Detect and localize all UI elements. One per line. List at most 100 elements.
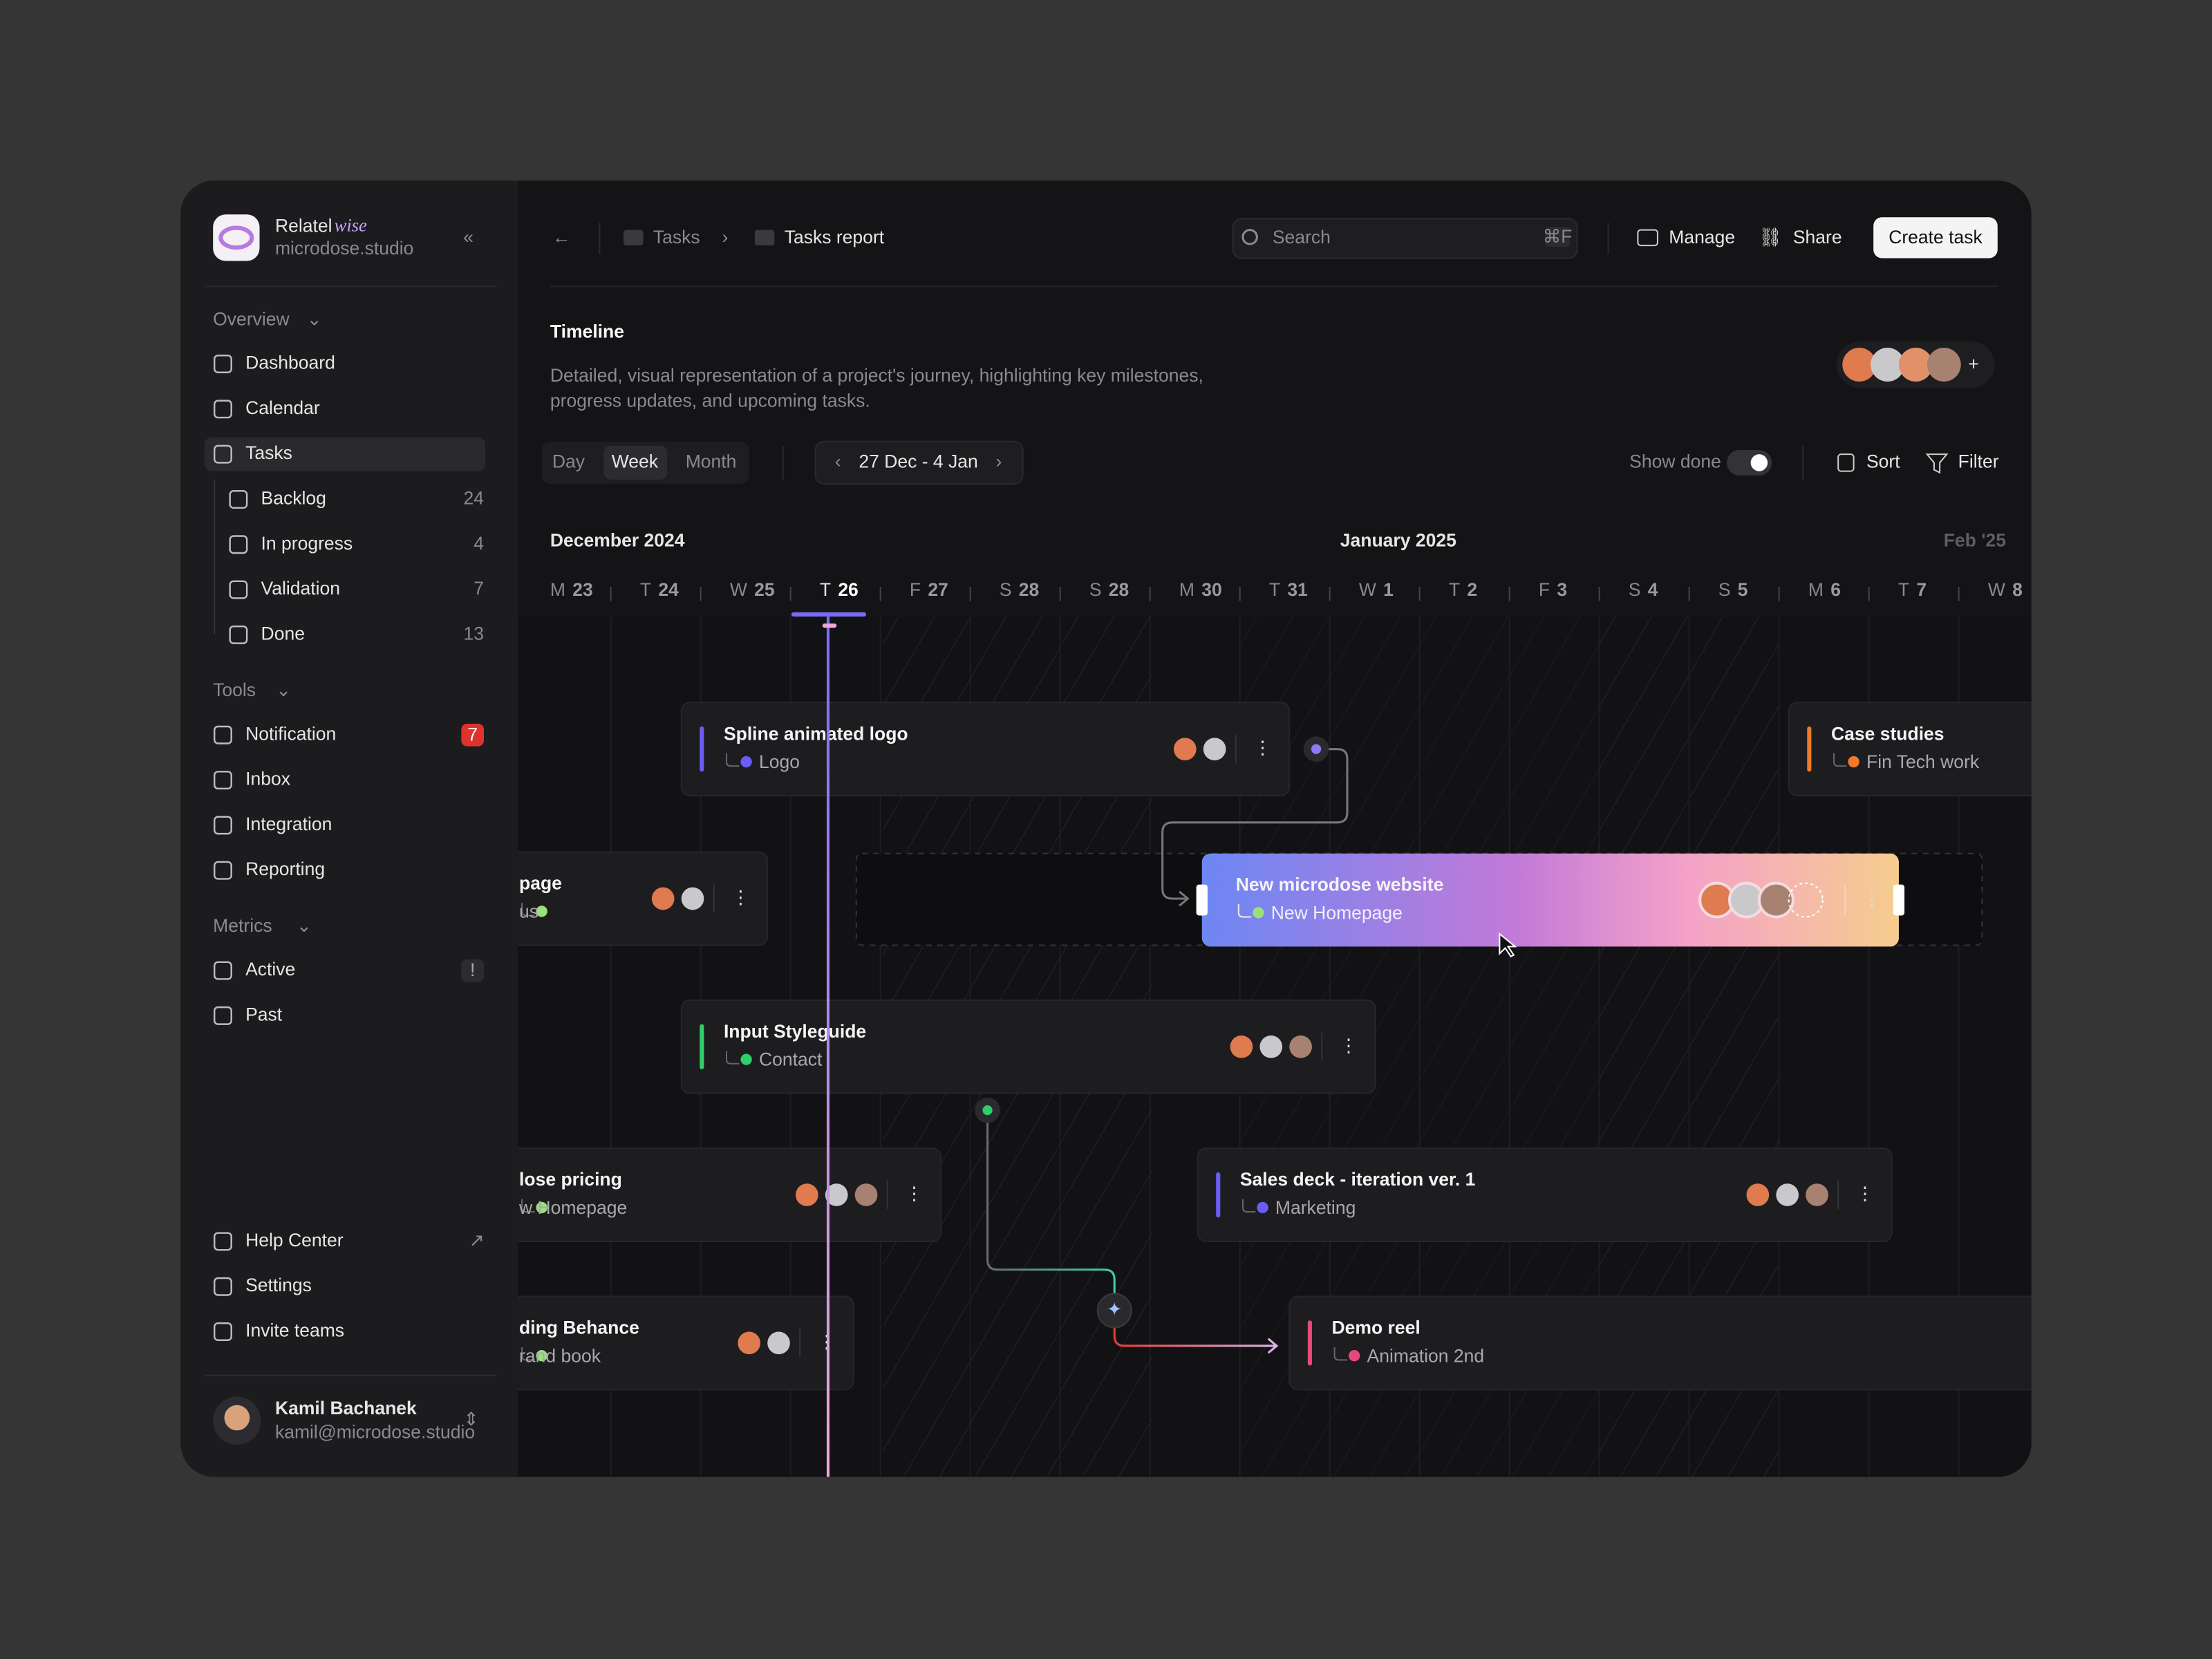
search-box[interactable] <box>1232 218 1578 259</box>
nav-subitem[interactable]: Validation <box>261 578 341 599</box>
day-number: 6 <box>1830 579 1841 600</box>
nav-icon <box>213 771 232 790</box>
day-weekday: M <box>1808 579 1824 600</box>
back-button[interactable]: ← <box>552 227 571 247</box>
task-subtitle: Logo <box>759 751 800 772</box>
footer-link[interactable]: Invite teams <box>245 1320 344 1341</box>
task-accent <box>1216 1172 1221 1218</box>
view-day[interactable]: Day <box>552 451 585 471</box>
add-assignee[interactable] <box>1788 882 1824 918</box>
sort-button[interactable]: Sort <box>1866 451 1900 471</box>
task-accent <box>1307 1320 1312 1366</box>
task-bar[interactable]: Sales deck - iteration ver. 1 Marketing ⋮ <box>1197 1147 1893 1242</box>
task-bar[interactable]: page us ⋮ <box>480 851 769 946</box>
day-weekday: M <box>1179 579 1194 600</box>
nav-subitem[interactable]: Backlog <box>261 487 326 508</box>
nav-count: 4 <box>474 533 484 554</box>
menu-button[interactable]: ⋮ <box>1340 1035 1358 1056</box>
create-task-label: Create task <box>1888 227 1983 247</box>
nav-item[interactable]: Dashboard <box>245 353 335 373</box>
breadcrumb-current[interactable]: Tasks report <box>785 227 885 247</box>
collapse-button[interactable]: « <box>463 227 474 247</box>
external-icon: ↗ <box>469 1230 485 1250</box>
resize-handle[interactable] <box>1893 884 1905 916</box>
nav-item[interactable]: Notification <box>245 723 336 744</box>
view-week[interactable]: Week <box>612 451 659 471</box>
month-label: December 2024 <box>550 530 685 551</box>
task-emoji <box>1349 1350 1360 1362</box>
user-menu[interactable]: ⇕ <box>464 1409 479 1430</box>
menu-button[interactable]: ⋮ <box>905 1183 924 1204</box>
day-weekday: F <box>910 579 921 600</box>
task-link <box>726 1051 740 1065</box>
task-card <box>680 999 1376 1094</box>
menu-button[interactable]: ⋮ <box>731 887 750 908</box>
add-member[interactable]: + <box>1968 354 1979 375</box>
nav-item[interactable]: Active <box>245 959 295 980</box>
nav-icon <box>229 580 248 599</box>
footer-link[interactable]: Settings <box>245 1275 312 1295</box>
day-weekday: S <box>1000 579 1012 600</box>
task-bar[interactable]: Case studies Fin Tech work <box>1788 702 2071 797</box>
breadcrumb[interactable]: Tasks <box>653 227 700 247</box>
task-bar[interactable]: lose pricing w Homepage ⋮ <box>480 1147 942 1242</box>
nav-item[interactable]: Tasks <box>245 442 292 463</box>
resize-handle[interactable] <box>1196 884 1208 916</box>
task-bar[interactable]: Spline animated logo Logo ⋮ <box>680 702 1291 797</box>
assignee-avatar <box>1230 1035 1253 1058</box>
filter-button[interactable]: Filter <box>1958 451 1999 471</box>
task-subtitle: rand book <box>519 1345 601 1366</box>
day-number: 1 <box>1383 579 1394 600</box>
assignee-avatar <box>1757 881 1794 919</box>
day-number: 2 <box>1467 579 1477 600</box>
day-weekday: W <box>1988 579 2005 600</box>
nav-item[interactable]: Reporting <box>245 859 325 879</box>
ai-node[interactable] <box>1096 1293 1132 1329</box>
nav-subitem[interactable]: Done <box>261 623 305 644</box>
nav-item[interactable]: Calendar <box>245 397 320 418</box>
assignee-avatar <box>854 1183 878 1206</box>
prev-week[interactable]: ‹ <box>835 451 841 471</box>
day-number: 28 <box>1019 579 1040 600</box>
toggle-knob <box>1750 454 1768 471</box>
next-week[interactable]: › <box>995 451 1002 471</box>
day-number: 5 <box>1738 579 1748 600</box>
task-card <box>517 1147 942 1242</box>
badge <box>461 723 484 747</box>
assignee-avatar <box>1203 738 1226 760</box>
chevron: ⌄ <box>276 679 291 700</box>
manage-button[interactable]: Manage <box>1669 227 1735 247</box>
nav-item[interactable]: Past <box>245 1004 283 1024</box>
search-icon <box>1241 229 1258 245</box>
section-title[interactable]: Tools <box>213 679 256 700</box>
task-card <box>517 1295 854 1391</box>
section-title[interactable]: Metrics <box>213 915 272 936</box>
view-month[interactable]: Month <box>686 451 737 471</box>
section-title[interactable]: Overview <box>213 308 290 329</box>
sort-icon <box>1837 453 1855 472</box>
share-button[interactable]: Share <box>1793 227 1842 247</box>
nav-item[interactable]: Inbox <box>245 769 290 789</box>
task-bar[interactable]: New microdose website New Homepage ⋮ <box>1196 853 1905 947</box>
connector-dot <box>1311 744 1322 754</box>
task-title: New microdose website <box>1236 874 1444 895</box>
menu-button[interactable]: ⋮ <box>1856 1183 1875 1204</box>
nav-item[interactable]: Integration <box>245 814 332 834</box>
nav-icon <box>213 961 232 980</box>
today-handle <box>822 624 837 628</box>
nav-subitem[interactable]: In progress <box>261 533 353 554</box>
task-bar[interactable]: Input Styleguide Contact ⋮ <box>680 999 1376 1094</box>
task-bar[interactable]: Demo reel Animation 2nd <box>1288 1295 2079 1391</box>
create-task-button[interactable] <box>1873 217 1998 259</box>
assignee-avatar <box>681 887 704 910</box>
task-title: Case studies <box>1831 723 1944 744</box>
task-emoji <box>536 906 547 917</box>
menu-button[interactable]: ⋮ <box>1863 888 1882 909</box>
footer-link[interactable]: Help Center <box>245 1230 344 1250</box>
task-link <box>1237 904 1252 918</box>
menu-button[interactable]: ⋮ <box>1253 738 1272 758</box>
page-description: progress updates, and upcoming tasks. <box>550 391 870 411</box>
